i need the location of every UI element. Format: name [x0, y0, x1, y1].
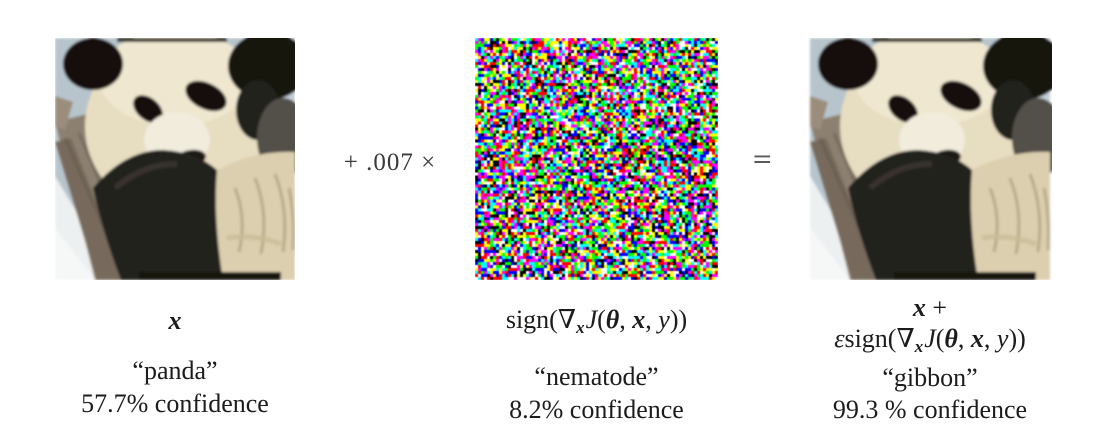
- plus-scalar-operator: + .007 ×: [325, 149, 455, 177]
- perturbation-noise-image: [475, 38, 718, 280]
- perturbation-class-label: “nematode”: [440, 360, 753, 393]
- original-class-label: “panda”: [30, 354, 320, 387]
- adversarial-example-figure: + .007 × = x “panda” 57.7% confidence si…: [0, 0, 1100, 441]
- equals-operator: =: [713, 144, 813, 175]
- perturbation-math-label: sign(∇xJ(θ, x, y)): [440, 302, 753, 346]
- adversarial-class-label: “gibbon”: [785, 362, 1075, 394]
- perturbation-confidence: 8.2% confidence: [440, 393, 753, 426]
- panda-illustration: [55, 38, 295, 280]
- adversarial-image: [808, 38, 1052, 280]
- original-confidence: 57.7% confidence: [30, 387, 320, 420]
- perturbation-caption: sign(∇xJ(θ, x, y)) “nematode” 8.2% confi…: [440, 302, 753, 426]
- adversarial-caption: x + εsign(∇xJ(θ, x, y)) “gibbon” 99.3 % …: [785, 292, 1075, 426]
- adversarial-math-label-line2: εsign(∇xJ(θ, x, y)): [785, 323, 1075, 362]
- original-image: [55, 38, 295, 280]
- noise-canvas: [475, 38, 718, 280]
- adversarial-math-label-line1: x +: [785, 292, 1075, 323]
- adversarial-confidence: 99.3 % confidence: [785, 394, 1075, 426]
- original-math-label: x: [30, 304, 320, 337]
- panda-illustration: [808, 38, 1052, 280]
- original-caption: x “panda” 57.7% confidence: [30, 304, 320, 420]
